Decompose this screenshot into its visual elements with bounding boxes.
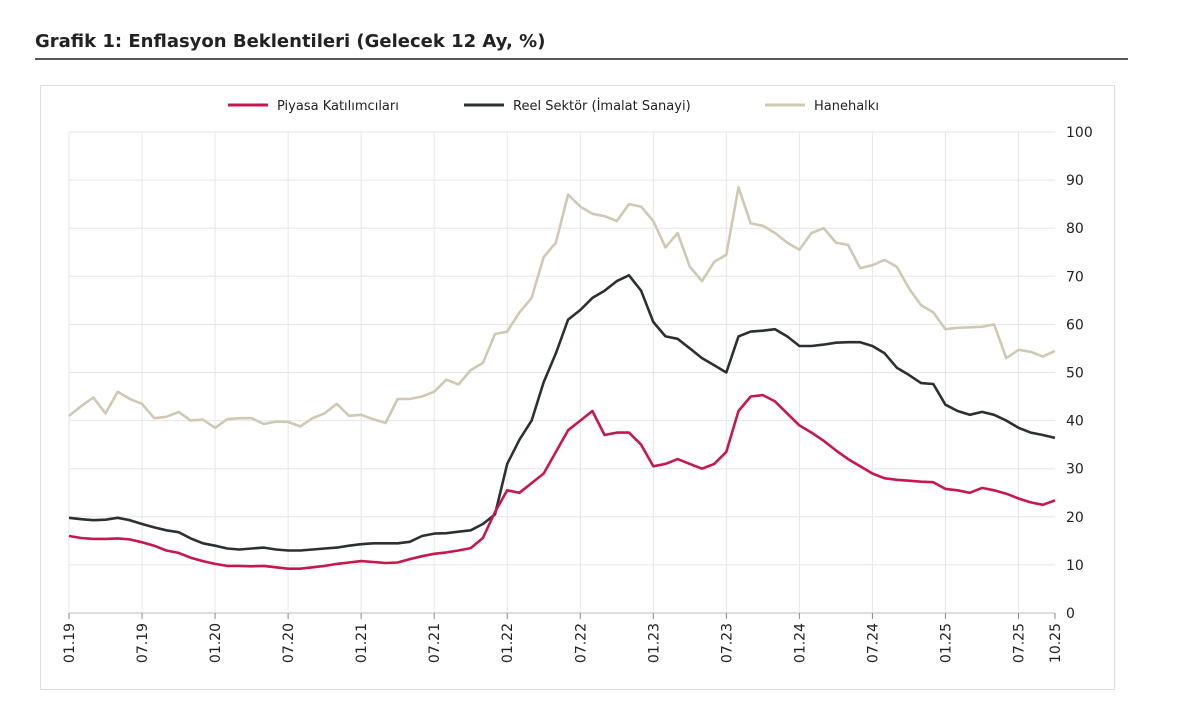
x-tick-label: 07.21 <box>427 623 443 663</box>
series-line <box>68 186 1056 430</box>
y-tick-label: 80 <box>1066 221 1084 237</box>
series-line <box>68 393 1056 570</box>
y-tick-label: 100 <box>1066 125 1093 141</box>
y-tick-label: 30 <box>1066 462 1084 478</box>
x-tick-label: 07.22 <box>573 623 589 663</box>
y-tick-label: 20 <box>1066 510 1084 526</box>
y-tick-label: 90 <box>1066 173 1084 189</box>
x-tick-label: 01.23 <box>646 623 662 663</box>
y-tick-label: 50 <box>1066 366 1084 382</box>
y-tick-label: 10 <box>1066 558 1084 574</box>
x-tick-label: 07.24 <box>865 623 881 663</box>
y-tick-label: 60 <box>1066 317 1084 333</box>
chart-frame <box>40 85 1115 690</box>
series-line <box>68 274 1056 552</box>
y-tick-label: 40 <box>1066 414 1084 430</box>
x-tick-label: 01.25 <box>938 623 954 663</box>
title-underline <box>35 58 1128 60</box>
x-tick-label: 01.20 <box>208 623 224 663</box>
x-tick-label: 01.19 <box>62 623 78 663</box>
legend-label: Piyasa Katılımcıları <box>277 99 399 114</box>
x-tick-label: 01.22 <box>500 623 516 663</box>
x-tick-label: 07.23 <box>719 623 735 663</box>
y-tick-label: 0 <box>1066 606 1075 622</box>
chart-title: Grafik 1: Enflasyon Beklentileri (Gelece… <box>35 31 546 52</box>
legend-label: Hanehalkı <box>814 99 879 114</box>
x-tick-label: 07.25 <box>1011 623 1027 663</box>
x-tick-label: 07.20 <box>281 623 297 663</box>
legend-label: Reel Sektör (İmalat Sanayi) <box>513 98 691 114</box>
x-tick-label: 01.21 <box>354 623 370 663</box>
y-tick-label: 70 <box>1066 269 1084 285</box>
x-tick-label: 10.25 <box>1048 623 1064 663</box>
x-tick-label: 01.24 <box>792 623 808 663</box>
x-tick-label: 07.19 <box>135 623 151 663</box>
